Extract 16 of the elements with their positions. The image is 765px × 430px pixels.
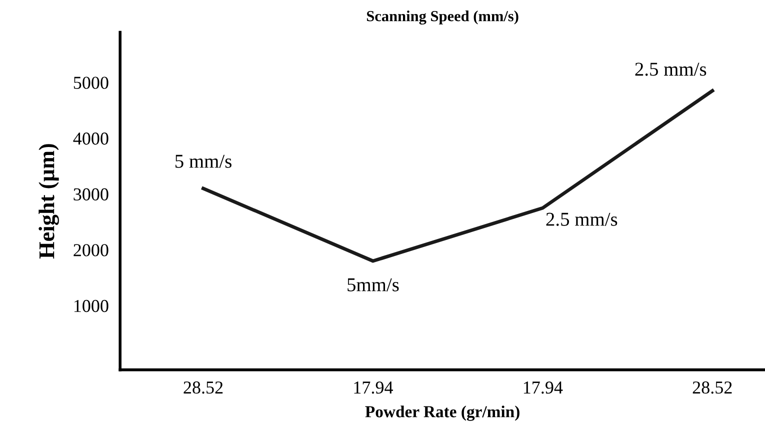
chart-title: Scanning Speed (mm/s) xyxy=(366,10,518,25)
y-tick-label: 3000 xyxy=(74,188,108,200)
annotation: 5 mm/s xyxy=(175,154,232,168)
y-axis-title: Height (µm) xyxy=(38,144,59,259)
annotation: 2.5 mm/s xyxy=(546,212,618,226)
y-tick-label: 1000 xyxy=(74,300,108,312)
y-tick-label: 2000 xyxy=(74,244,108,256)
x-axis-title: Powder Rate (gr/min) xyxy=(365,406,520,421)
x-tick-label: 28.52 xyxy=(692,381,732,394)
y-tick-label: 4000 xyxy=(73,132,108,145)
x-tick-label: 17.94 xyxy=(524,381,563,394)
annotation: 2.5 mm/s xyxy=(635,62,706,76)
x-tick-label: 17.94 xyxy=(354,381,393,394)
y-tick-label: 5000 xyxy=(74,76,108,89)
annotation: 5mm/s xyxy=(348,278,399,292)
x-tick-label: 28.52 xyxy=(184,381,223,394)
